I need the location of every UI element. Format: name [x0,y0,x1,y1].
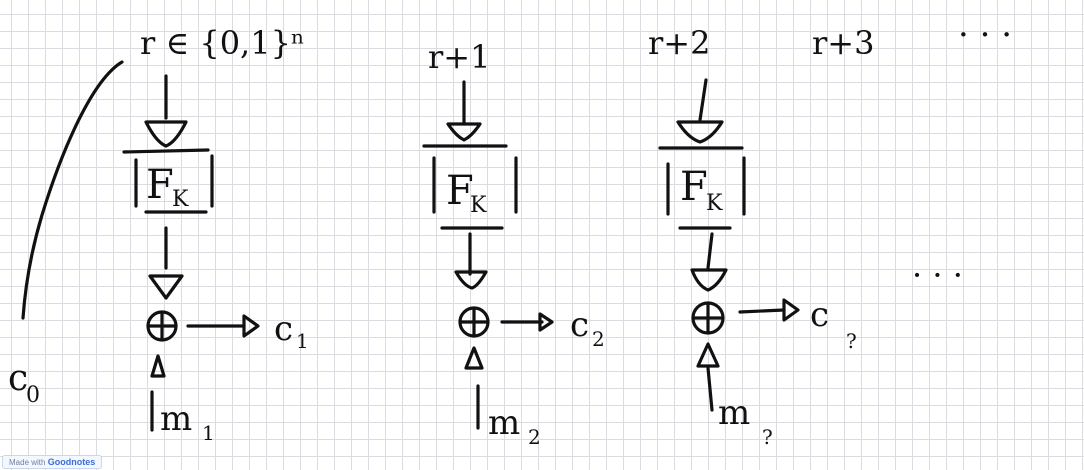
cipher-arrowhead-2 [538,312,554,332]
down-arrowhead-3 [690,268,728,292]
xor-cross-3 [691,301,725,335]
up-arrowhead-3 [696,342,720,368]
msg-subscript-2: 2 [528,425,541,449]
input-label-2: r+1 [428,38,490,76]
f-block-1 [122,148,214,214]
input-arrow-line-3 [698,78,708,122]
cipher-label-3: c [810,295,829,335]
watermark-prefix: Made with [9,458,46,467]
input-label-3: r+2 [648,24,710,62]
watermark-brand: Goodnotes [47,457,96,467]
f-subscript-3: K [706,191,723,216]
input-label-1: r ∈ {0,1}ⁿ [140,24,305,62]
column-1: F K c 1 m 1 [122,74,309,445]
f-label-1: F [146,162,174,208]
f-label-2: F [446,168,474,214]
arrowhead-2 [446,122,482,142]
cipher-arrowhead-1 [242,314,260,338]
up-arrowhead-1 [150,354,166,378]
f-block-3 [658,146,746,230]
down-arrowhead-2 [454,270,488,290]
column-3: F K c ? m ? [658,78,857,449]
msg-subscript-3: ? [762,425,773,449]
msg-label-3: m [718,393,750,433]
f-subscript-1: K [172,187,189,212]
goodnotes-watermark: Made with Goodnotes [2,455,103,469]
xor-cross-2 [458,306,490,338]
input-continuation: · · · [958,15,1012,55]
msg-subscript-1: 1 [202,421,215,445]
initial-subscript: 0 [26,383,40,408]
msg-label-1: m [160,399,192,439]
cipher-subscript-3: ? [846,329,857,353]
msg-line-3 [706,366,714,412]
msg-label-2: m [488,403,520,443]
cipher-arrowhead-3 [782,298,800,322]
initial-label: c [8,358,28,399]
input-label-4: r+3 [812,24,874,62]
arrowhead-1 [144,120,188,148]
initial-curve [21,60,124,320]
xor-cross-1 [146,310,178,342]
cipher-arrow-line-3 [738,308,786,314]
column-2: F K c 2 m 2 [422,80,605,449]
f-out-line-3 [706,232,714,270]
f-label-3: F [680,164,708,210]
row-continuation: · · · [912,256,963,294]
cipher-label-2: c [570,305,589,345]
cipher-subscript-2: 2 [592,327,605,351]
cipher-label-1: c [274,309,293,349]
f-subscript-2: K [470,193,487,218]
up-arrowhead-2 [464,346,484,370]
arrowhead-3 [676,120,724,144]
f-block-2 [422,144,518,230]
cipher-subscript-1: 1 [296,329,309,353]
down-arrowhead-1 [148,274,184,300]
